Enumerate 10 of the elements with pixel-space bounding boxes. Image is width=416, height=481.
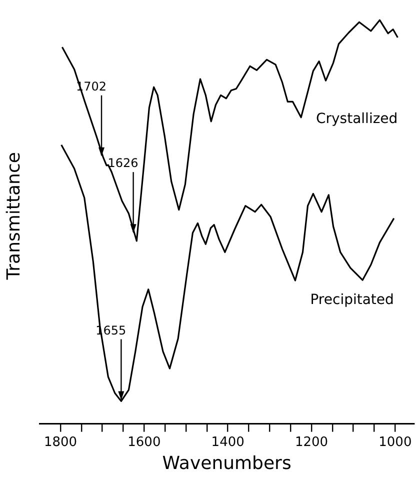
x-tick-label: 1800 bbox=[44, 434, 78, 450]
annotation: 1626 bbox=[108, 156, 138, 170]
y-axis-title: Transmittance bbox=[3, 152, 24, 281]
x-tick-label: 1400 bbox=[211, 434, 244, 450]
x-tick-label: 1200 bbox=[294, 434, 328, 450]
x-tick-label: 1600 bbox=[128, 434, 161, 450]
x-tick-label: 1000 bbox=[378, 434, 412, 450]
series-label: Crystallized bbox=[316, 111, 398, 128]
series-label: Precipitated bbox=[310, 292, 394, 308]
x-axis-title: Wavenumbers bbox=[162, 452, 292, 474]
